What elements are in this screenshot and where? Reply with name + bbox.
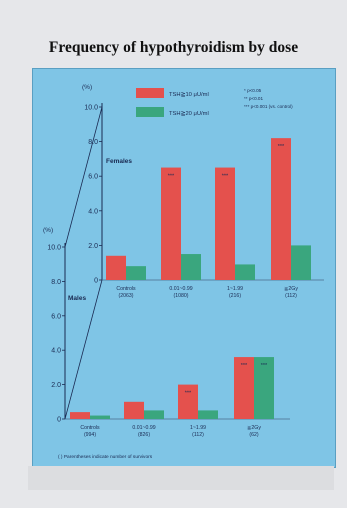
x-tick-label: ≧2Gy — [247, 425, 261, 431]
bar-tsh10 — [161, 167, 181, 280]
males-chart: 02.04.06.08.010.0(%)MalesControls(994)0.… — [43, 227, 290, 438]
bar-tsh10 — [106, 255, 126, 280]
legend-significance-1: * p<0.05 — [244, 88, 262, 93]
x-count-label: (2063) — [119, 293, 134, 299]
significance-mark: *** — [241, 363, 248, 369]
y-tick-label: 6.0 — [88, 174, 98, 181]
bar-tsh10 — [271, 138, 291, 280]
significance-mark: *** — [278, 144, 285, 150]
y-axis-unit: (%) — [43, 227, 53, 234]
x-count-label: (112) — [285, 293, 297, 299]
panel-label: Males — [68, 295, 86, 302]
x-count-label: (62) — [249, 432, 258, 438]
bar-tsh20 — [181, 254, 201, 280]
panel-label: Females — [106, 158, 132, 165]
y-tick-label: 6.0 — [51, 313, 61, 320]
y-tick-label: 2.0 — [51, 382, 61, 389]
bar-tsh10 — [70, 412, 90, 419]
bar-tsh20 — [291, 245, 311, 280]
legend-significance-3: *** p<0.001 (vs. control) — [244, 104, 293, 109]
y-tick-label: 0 — [57, 417, 61, 424]
x-tick-label: 0.01~0.99 — [132, 425, 155, 431]
footer-shade — [28, 466, 334, 490]
bar-tsh20 — [198, 410, 218, 419]
y-axis-unit: (%) — [82, 84, 92, 91]
significance-mark: *** — [185, 391, 192, 397]
x-tick-label: 1~1.99 — [190, 425, 206, 431]
y-tick-label: 2.0 — [88, 243, 98, 250]
bar-tsh20 — [235, 264, 255, 280]
y-tick-label: 10.0 — [47, 245, 61, 252]
y-tick-label: 10.0 — [84, 105, 98, 112]
legend-swatch-1 — [136, 88, 164, 98]
x-tick-label: ≧2Gy — [284, 286, 298, 292]
y-tick-label: 4.0 — [88, 208, 98, 215]
bar-tsh20 — [254, 357, 274, 419]
y-tick-label: 8.0 — [51, 279, 61, 286]
x-count-label: (994) — [84, 432, 96, 438]
bar-tsh10 — [124, 401, 144, 419]
bar-tsh10 — [178, 384, 198, 419]
x-count-label: (112) — [192, 432, 204, 438]
females-chart: 0 2.0 4.0 6.0 8.0 10.0 (%) Females Controls(2063… — [82, 84, 324, 299]
x-count-label: (826) — [138, 432, 150, 438]
x-tick-label: Controls — [116, 286, 136, 292]
x-tick-label: 0.01~0.99 — [169, 286, 192, 292]
y-tick-label: 4.0 — [51, 348, 61, 355]
connector-line — [64, 106, 103, 248]
legend-series-label-2: TSH≧20 μU/ml — [169, 111, 209, 117]
significance-mark: *** — [261, 363, 268, 369]
perspective-connectors — [64, 106, 103, 420]
connector-line — [64, 279, 103, 420]
bar-tsh10 — [234, 357, 254, 419]
x-count-label: (216) — [229, 293, 241, 299]
footnote: ( ) Parentheses indicate number of survi… — [58, 454, 153, 460]
chart-title: Frequency of hypothyroidism by dose — [48, 39, 299, 56]
legend-significance-2: ** p<0.01 — [244, 96, 263, 101]
legend: TSH≧10 μU/ml TSH≧20 μU/ml * p<0.05 ** p<0.0… — [136, 88, 293, 117]
bar-tsh20 — [90, 415, 110, 419]
y-tick-label: 8.0 — [88, 139, 98, 146]
bar-tsh20 — [144, 410, 164, 419]
bar-tsh20 — [126, 266, 146, 280]
y-tick-label: 0 — [94, 278, 98, 285]
legend-series-label-1: TSH≧10 μU/ml — [169, 92, 209, 98]
significance-mark: *** — [222, 174, 229, 180]
significance-mark: *** — [168, 174, 175, 180]
x-count-label: (1080) — [174, 293, 189, 299]
legend-swatch-2 — [136, 107, 164, 117]
x-tick-label: 1~1.99 — [227, 286, 243, 292]
x-tick-label: Controls — [80, 425, 100, 431]
bar-tsh10 — [215, 167, 235, 280]
